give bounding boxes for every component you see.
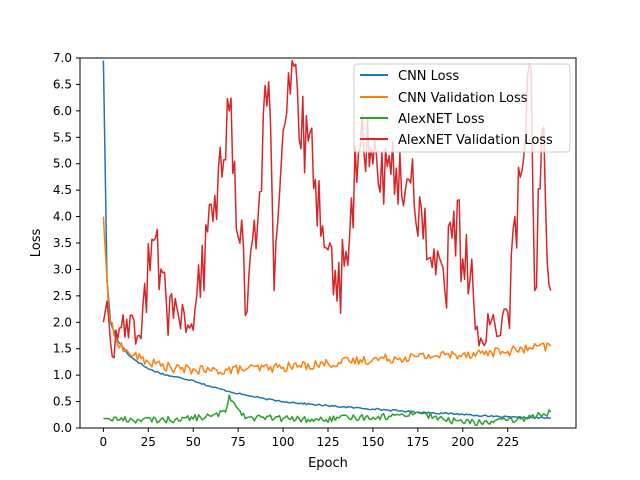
y-tick-label: 1.5 [53, 342, 72, 356]
legend-label-alexnet-loss: AlexNET Loss [398, 112, 485, 127]
y-tick-label: 2.0 [53, 315, 72, 329]
y-tick-label: 7.0 [53, 51, 72, 65]
series-line-alexnet-validation-loss [102, 59, 552, 359]
x-tick-label: 225 [496, 435, 519, 449]
x-tick-label: 125 [317, 435, 340, 449]
y-tick-label: 3.5 [53, 236, 72, 250]
x-tick-label: 50 [186, 435, 201, 449]
x-tick-label: 200 [451, 435, 474, 449]
y-axis-ticks: 0.0 0.5 1.0 1.5 2.0 2.5 3.0 3.5 4.0 4.5 5.0 5.5 6.0 6… [53, 51, 80, 435]
x-tick-label: 175 [406, 435, 429, 449]
y-tick-label: 4.5 [53, 183, 72, 197]
x-axis-label: Epoch [308, 456, 348, 471]
x-axis-ticks: 0 25 50 75 100 125 150 175 200 225 [100, 428, 519, 449]
series-line-cnn-loss [102, 60, 551, 420]
y-tick-label: 6.5 [53, 77, 72, 91]
y-tick-label: 2.5 [53, 289, 72, 303]
x-tick-label: 0 [100, 435, 108, 449]
y-tick-label: 0.5 [53, 395, 72, 409]
series-line-alexnet-loss [103, 394, 552, 426]
y-tick-label: 3.0 [53, 262, 72, 276]
legend-box [353, 63, 571, 153]
y-tick-label: 5.5 [53, 130, 72, 144]
y-axis-label: Loss [29, 229, 44, 258]
y-tick-label: 6.0 [53, 104, 72, 118]
x-tick-label: 100 [272, 435, 295, 449]
legend-label-cnn-loss: CNN Loss [398, 69, 459, 84]
y-tick-label: 0.0 [53, 421, 72, 435]
legend-label-alexnet-validation-loss: AlexNET Validation Loss [398, 133, 553, 148]
x-tick-label: 75 [231, 435, 246, 449]
series-line-cnn-validation-loss [102, 216, 552, 376]
series-layer [102, 59, 552, 426]
legend: CNN Loss CNN Validation Loss AlexNET Los… [353, 63, 571, 153]
y-tick-label: 4.0 [53, 210, 72, 224]
y-tick-label: 5.0 [53, 157, 72, 171]
y-tick-label: 1.0 [53, 368, 72, 382]
legend-label-cnn-validation-loss: CNN Validation Loss [398, 91, 528, 106]
x-tick-label: 150 [361, 435, 384, 449]
x-tick-label: 25 [141, 435, 156, 449]
